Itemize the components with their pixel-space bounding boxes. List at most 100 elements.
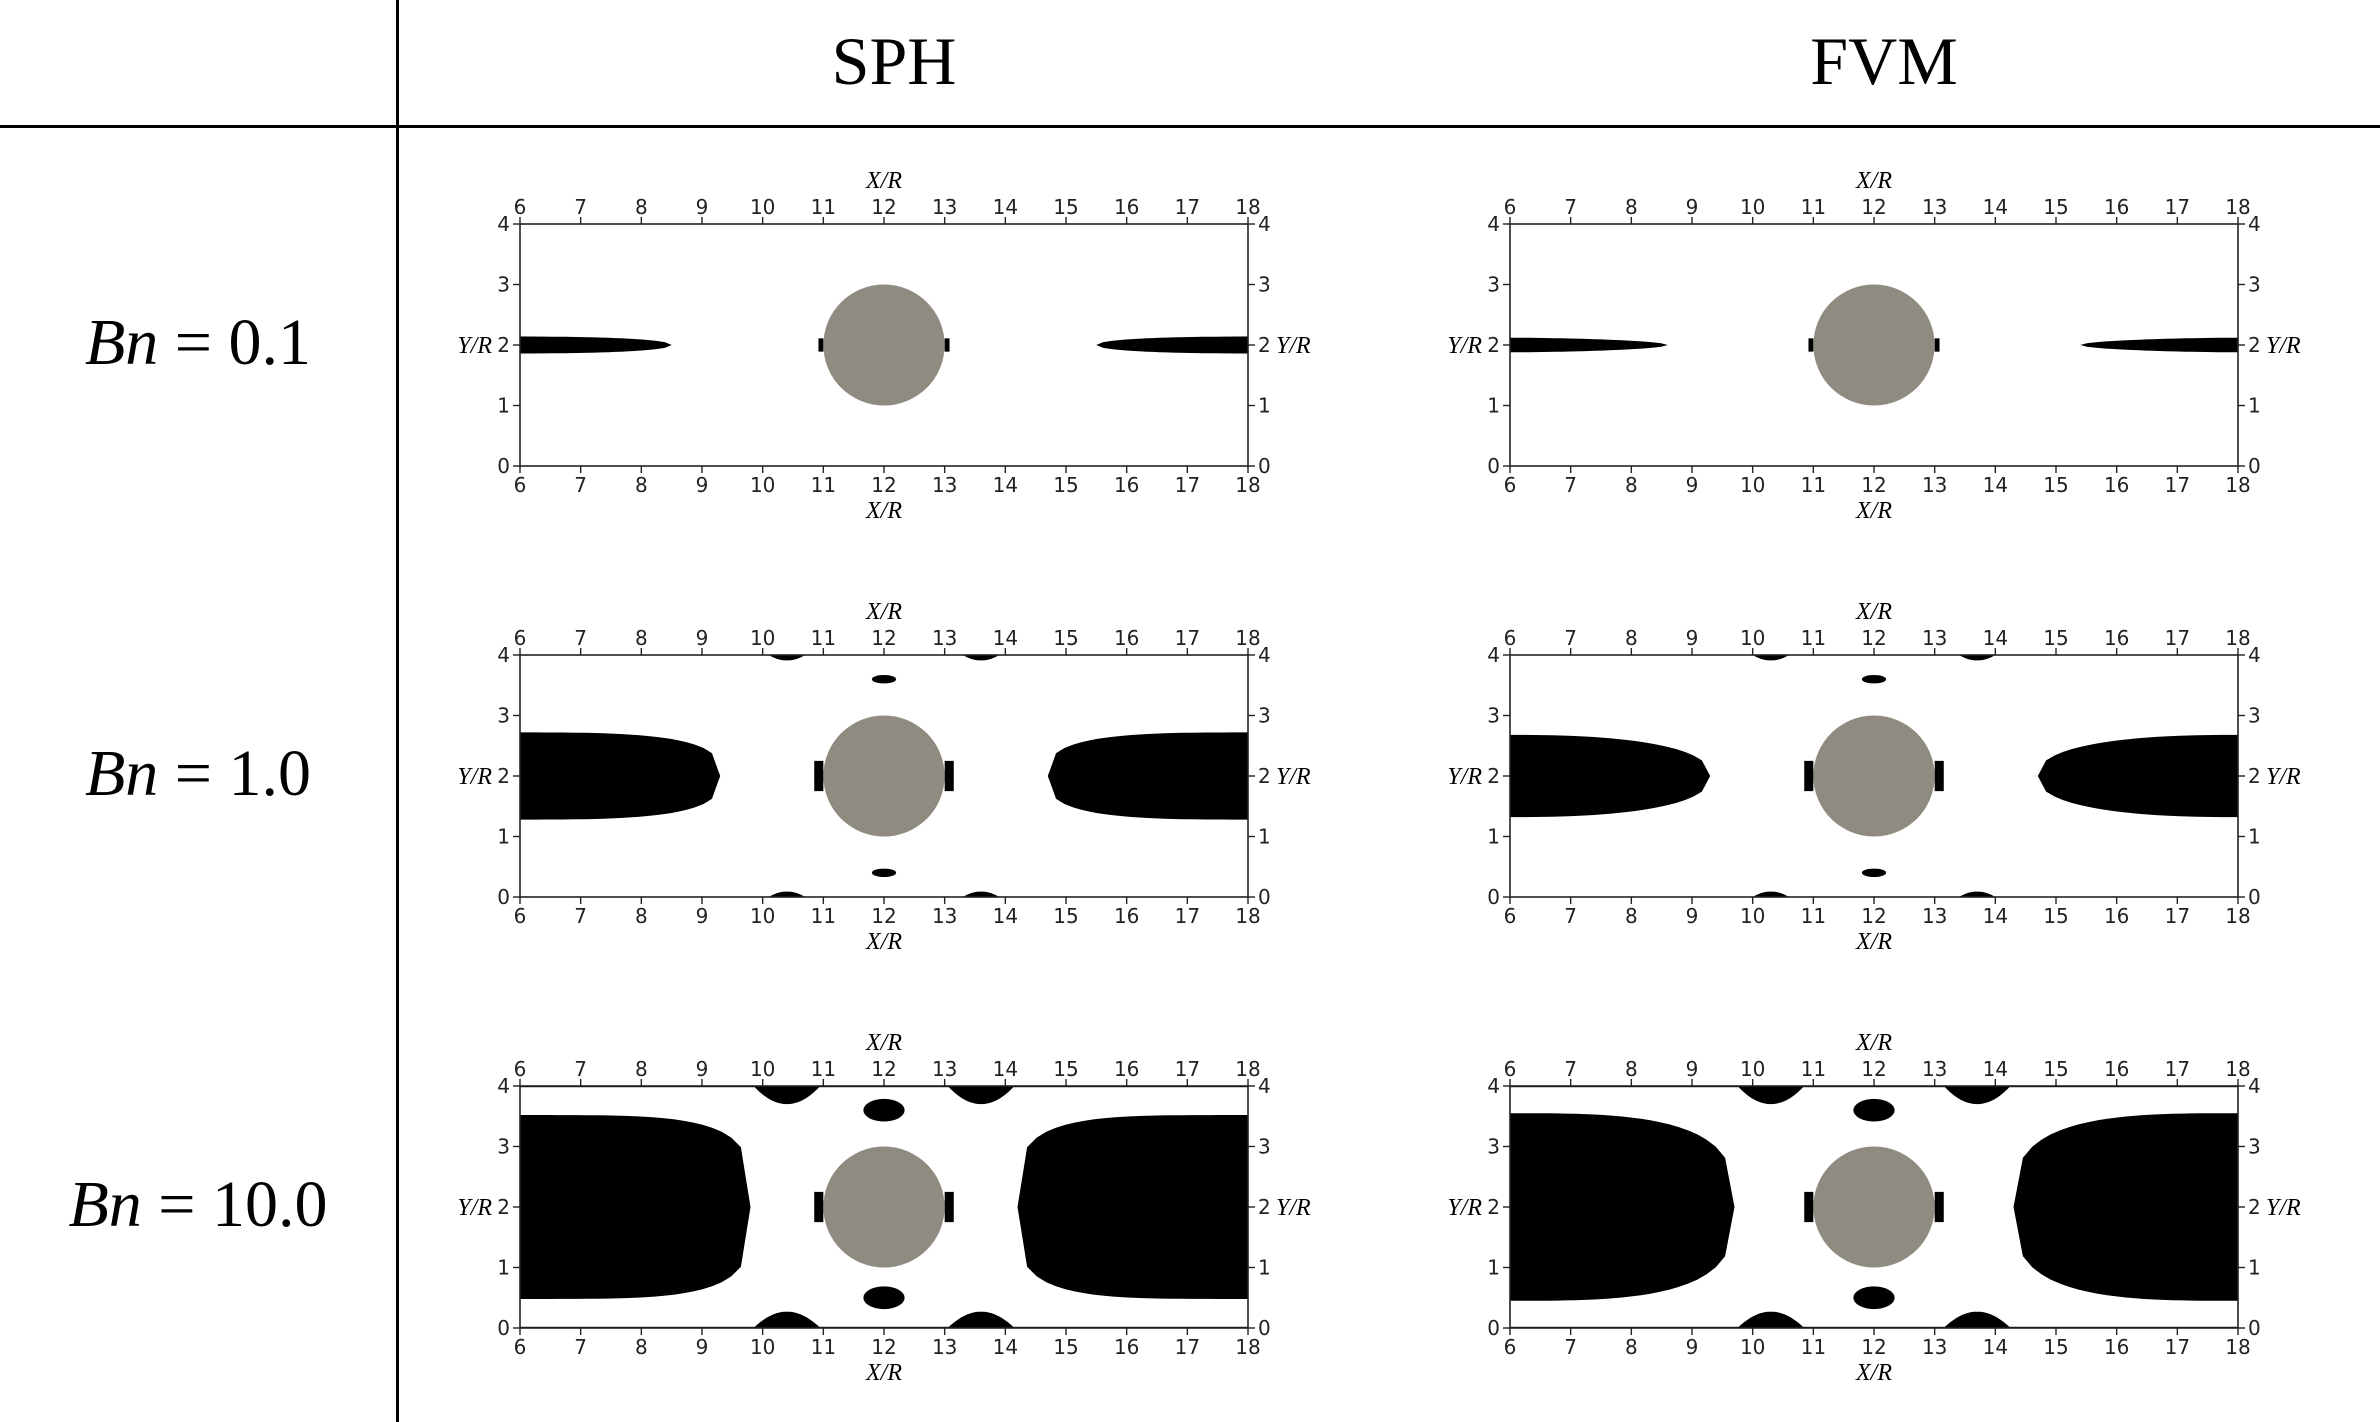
x-tick-label-top: 14 — [1983, 195, 2008, 219]
y-tick-label-left: 4 — [497, 212, 510, 236]
plot-fvm-bn-1-0: 6677889910101111121213131414151516161717… — [1447, 599, 2301, 955]
label-column-rule — [396, 0, 399, 1422]
x-tick-label-bottom: 14 — [1983, 904, 2008, 928]
unyielded-stub-front — [1804, 1191, 1814, 1223]
x-tick-label-bottom: 17 — [1175, 473, 1200, 497]
x-tick-label-bottom: 11 — [811, 473, 836, 497]
x-tick-label-bottom: 10 — [1740, 1335, 1765, 1359]
y-tick-label-right: 1 — [2248, 394, 2261, 418]
y-axis-title-right: Y/R — [2266, 764, 2301, 790]
x-tick-label-bottom: 17 — [2165, 1335, 2190, 1359]
x-tick-label-bottom: 7 — [574, 904, 587, 928]
x-tick-label-top: 17 — [1175, 195, 1200, 219]
unyielded-stub-rear — [1934, 1191, 1944, 1223]
x-tick-label-bottom: 17 — [2165, 904, 2190, 928]
x-tick-label-top: 7 — [574, 626, 587, 650]
plot-sph-bn-1-0: 6677889910101111121213131414151516161717… — [457, 599, 1311, 955]
x-axis-title-top: X/R — [1855, 599, 1892, 625]
x-tick-label-bottom: 16 — [1114, 473, 1139, 497]
y-tick-label-right: 2 — [2248, 1195, 2261, 1219]
x-tick-label-top: 15 — [2043, 1057, 2068, 1081]
x-tick-label-bottom: 15 — [1053, 473, 1078, 497]
x-tick-label-top: 18 — [1235, 1057, 1260, 1081]
y-tick-label-left: 2 — [497, 333, 510, 357]
x-tick-label-top: 11 — [1801, 195, 1826, 219]
x-tick-label-top: 11 — [1801, 1057, 1826, 1081]
row-label-value: 1.0 — [228, 737, 312, 810]
row-label-variable: Bn — [84, 306, 159, 379]
x-tick-label-top: 6 — [514, 195, 527, 219]
unyielded-wall-bump-top — [1943, 1086, 2011, 1105]
x-tick-label-bottom: 15 — [2043, 473, 2068, 497]
unyielded-pole-top — [1853, 1098, 1895, 1122]
unyielded-stub-front — [814, 1191, 824, 1223]
x-tick-label-top: 6 — [1504, 626, 1517, 650]
x-tick-label-top: 11 — [811, 195, 836, 219]
y-tick-label-left: 1 — [1487, 394, 1500, 418]
x-tick-label-bottom: 11 — [1801, 904, 1826, 928]
x-tick-label-top: 17 — [2165, 195, 2190, 219]
x-tick-label-bottom: 13 — [932, 1335, 957, 1359]
y-tick-label-right: 0 — [1258, 454, 1271, 478]
x-tick-label-top: 7 — [1564, 626, 1577, 650]
x-tick-label-bottom: 9 — [696, 473, 709, 497]
x-tick-label-bottom: 8 — [1625, 1335, 1638, 1359]
x-tick-label-top: 12 — [1861, 1057, 1886, 1081]
y-tick-label-left: 0 — [1487, 1316, 1500, 1340]
unyielded-wall-bump-bottom — [1958, 891, 1996, 897]
x-tick-label-top: 8 — [1625, 195, 1638, 219]
x-tick-label-bottom: 9 — [696, 904, 709, 928]
x-tick-label-top: 13 — [932, 626, 957, 650]
x-tick-label-top: 13 — [932, 195, 957, 219]
unyielded-stub-rear — [1934, 338, 1940, 352]
unyielded-wall-bump-bottom — [962, 891, 1000, 897]
unyielded-plug-downstream — [2037, 734, 2238, 818]
y-tick-label-left: 3 — [1487, 1135, 1500, 1159]
cylinder — [823, 1146, 945, 1268]
y-tick-label-right: 0 — [2248, 454, 2261, 478]
row-label-value: 10.0 — [212, 1168, 328, 1241]
x-tick-label-bottom: 17 — [1175, 904, 1200, 928]
panel-sph-bn-0-1: 6 6 7 7 8 8 9 9 10 10 11 11 12 12 13 13 14 14 15 15 16 16 17 17… — [432, 162, 1311, 542]
x-tick-label-top: 7 — [574, 1057, 587, 1081]
x-tick-label-bottom: 16 — [1114, 1335, 1139, 1359]
unyielded-wall-bump-top — [1958, 655, 1996, 661]
x-tick-label-top: 9 — [696, 1057, 709, 1081]
y-tick-label-left: 4 — [497, 1074, 510, 1098]
x-tick-label-bottom: 6 — [514, 1335, 527, 1359]
y-tick-label-right: 1 — [2248, 1256, 2261, 1280]
x-tick-label-top: 11 — [811, 626, 836, 650]
unyielded-plug-downstream — [1096, 336, 1248, 354]
x-tick-label-top: 13 — [1922, 1057, 1947, 1081]
y-tick-label-left: 2 — [1487, 1195, 1500, 1219]
unyielded-regions — [520, 655, 1248, 897]
unyielded-plug-upstream — [520, 1115, 751, 1299]
x-tick-label-top: 16 — [2104, 195, 2129, 219]
y-tick-label-left: 0 — [497, 454, 510, 478]
row-label-operator: = — [158, 306, 229, 379]
axes: 6677889910101111121213131414151516161717… — [1447, 599, 2301, 955]
y-tick-label-right: 1 — [2248, 825, 2261, 849]
unyielded-plug-upstream — [520, 732, 721, 820]
x-tick-label-bottom: 18 — [1235, 473, 1260, 497]
row-label-bn-0-1: Bn = 0.1 — [0, 305, 396, 381]
x-tick-label-bottom: 10 — [1740, 473, 1765, 497]
y-tick-label-right: 0 — [1258, 885, 1271, 909]
x-tick-label-top: 8 — [1625, 1057, 1638, 1081]
x-tick-label-top: 6 — [514, 1057, 527, 1081]
unyielded-regions — [1510, 337, 2238, 353]
unyielded-pole-top — [1861, 674, 1887, 684]
y-tick-label-left: 1 — [497, 1256, 510, 1280]
x-tick-label-top: 12 — [1861, 626, 1886, 650]
unyielded-plug-downstream — [1017, 1115, 1248, 1299]
x-tick-label-top: 13 — [1922, 626, 1947, 650]
x-tick-label-top: 16 — [1114, 1057, 1139, 1081]
y-tick-label-right: 2 — [2248, 333, 2261, 357]
x-tick-label-top: 8 — [1625, 626, 1638, 650]
y-axis-title-right: Y/R — [1276, 1195, 1311, 1221]
x-tick-label-bottom: 9 — [696, 1335, 709, 1359]
x-tick-label-top: 12 — [871, 626, 896, 650]
y-tick-label-right: 3 — [2248, 704, 2261, 728]
y-tick-label-left: 1 — [497, 825, 510, 849]
